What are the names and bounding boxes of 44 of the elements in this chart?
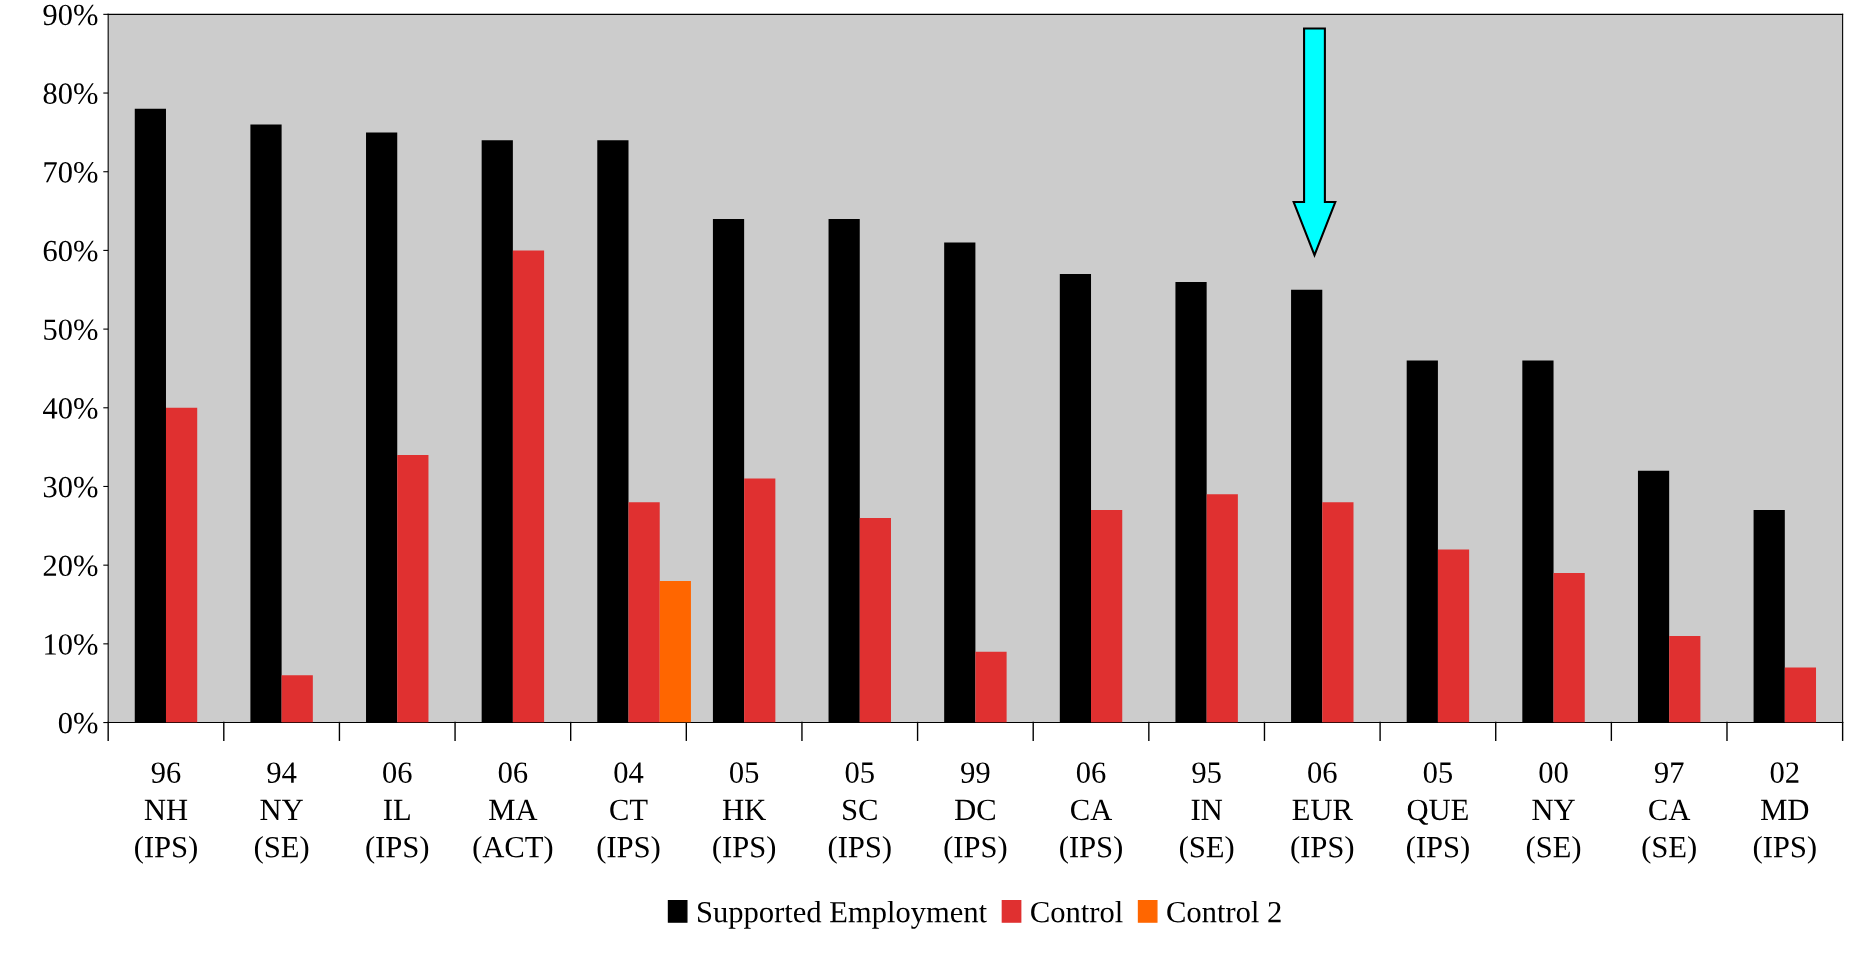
legend-label: Supported Employment	[698, 900, 987, 929]
x-tick-label: 05 QUE (IPS)	[1407, 762, 1469, 864]
bar	[165, 407, 198, 723]
y-tick-label: 20%	[43, 555, 98, 577]
x-tick-label: 06 MA (ACT)	[473, 762, 553, 864]
y-tick-label: 40%	[43, 398, 98, 419]
x-tick-label: 06 IL (IPS)	[366, 762, 429, 864]
bar	[281, 675, 313, 723]
x-tick-label: 94 NY (SE)	[254, 762, 309, 864]
bar	[1206, 494, 1238, 723]
y-tick-label: 80%	[43, 83, 98, 105]
x-tick-label: 05 HK (IPS)	[713, 762, 776, 864]
legend-label: Control 2	[1167, 900, 1281, 923]
x-tick-label: 96 NH (IPS)	[135, 762, 197, 864]
bar	[628, 502, 660, 723]
bar	[1322, 502, 1354, 723]
legend-label: Control	[1031, 900, 1123, 923]
bar	[1784, 667, 1817, 723]
bar	[1091, 510, 1123, 723]
x-tick-label: 05 SC (IPS)	[828, 762, 891, 864]
bar	[859, 517, 891, 723]
y-tick-label: 0%	[58, 712, 98, 734]
bar	[1669, 635, 1701, 723]
y-tick-label: 50%	[44, 319, 98, 341]
y-tick-label: 60%	[43, 240, 98, 262]
x-tick-label: 06 CA (IPS)	[1060, 762, 1122, 864]
x-tick-label: 04 CT (IPS)	[597, 762, 660, 864]
x-tick-label: 02 MD (IPS)	[1753, 762, 1816, 864]
bar	[659, 580, 691, 723]
y-tick-label: 90%	[43, 4, 98, 26]
bar	[397, 455, 429, 723]
x-tick-label: 97 CA (SE)	[1642, 762, 1696, 864]
bar	[975, 651, 1007, 723]
y-tick-label: 70%	[44, 162, 98, 183]
bar	[744, 478, 776, 723]
bar	[1553, 573, 1585, 723]
x-tick-label: 99 DC (IPS)	[944, 762, 1007, 864]
x-tick-label: 06 EUR (IPS)	[1291, 762, 1354, 864]
x-tick-label: 95 IN (SE)	[1180, 762, 1234, 864]
x-tick-label: 00 NY (SE)	[1526, 762, 1581, 864]
bar	[1437, 549, 1470, 723]
y-tick-label: 30%	[43, 476, 98, 498]
y-tick-label: 10%	[45, 634, 98, 655]
bar	[512, 250, 545, 723]
